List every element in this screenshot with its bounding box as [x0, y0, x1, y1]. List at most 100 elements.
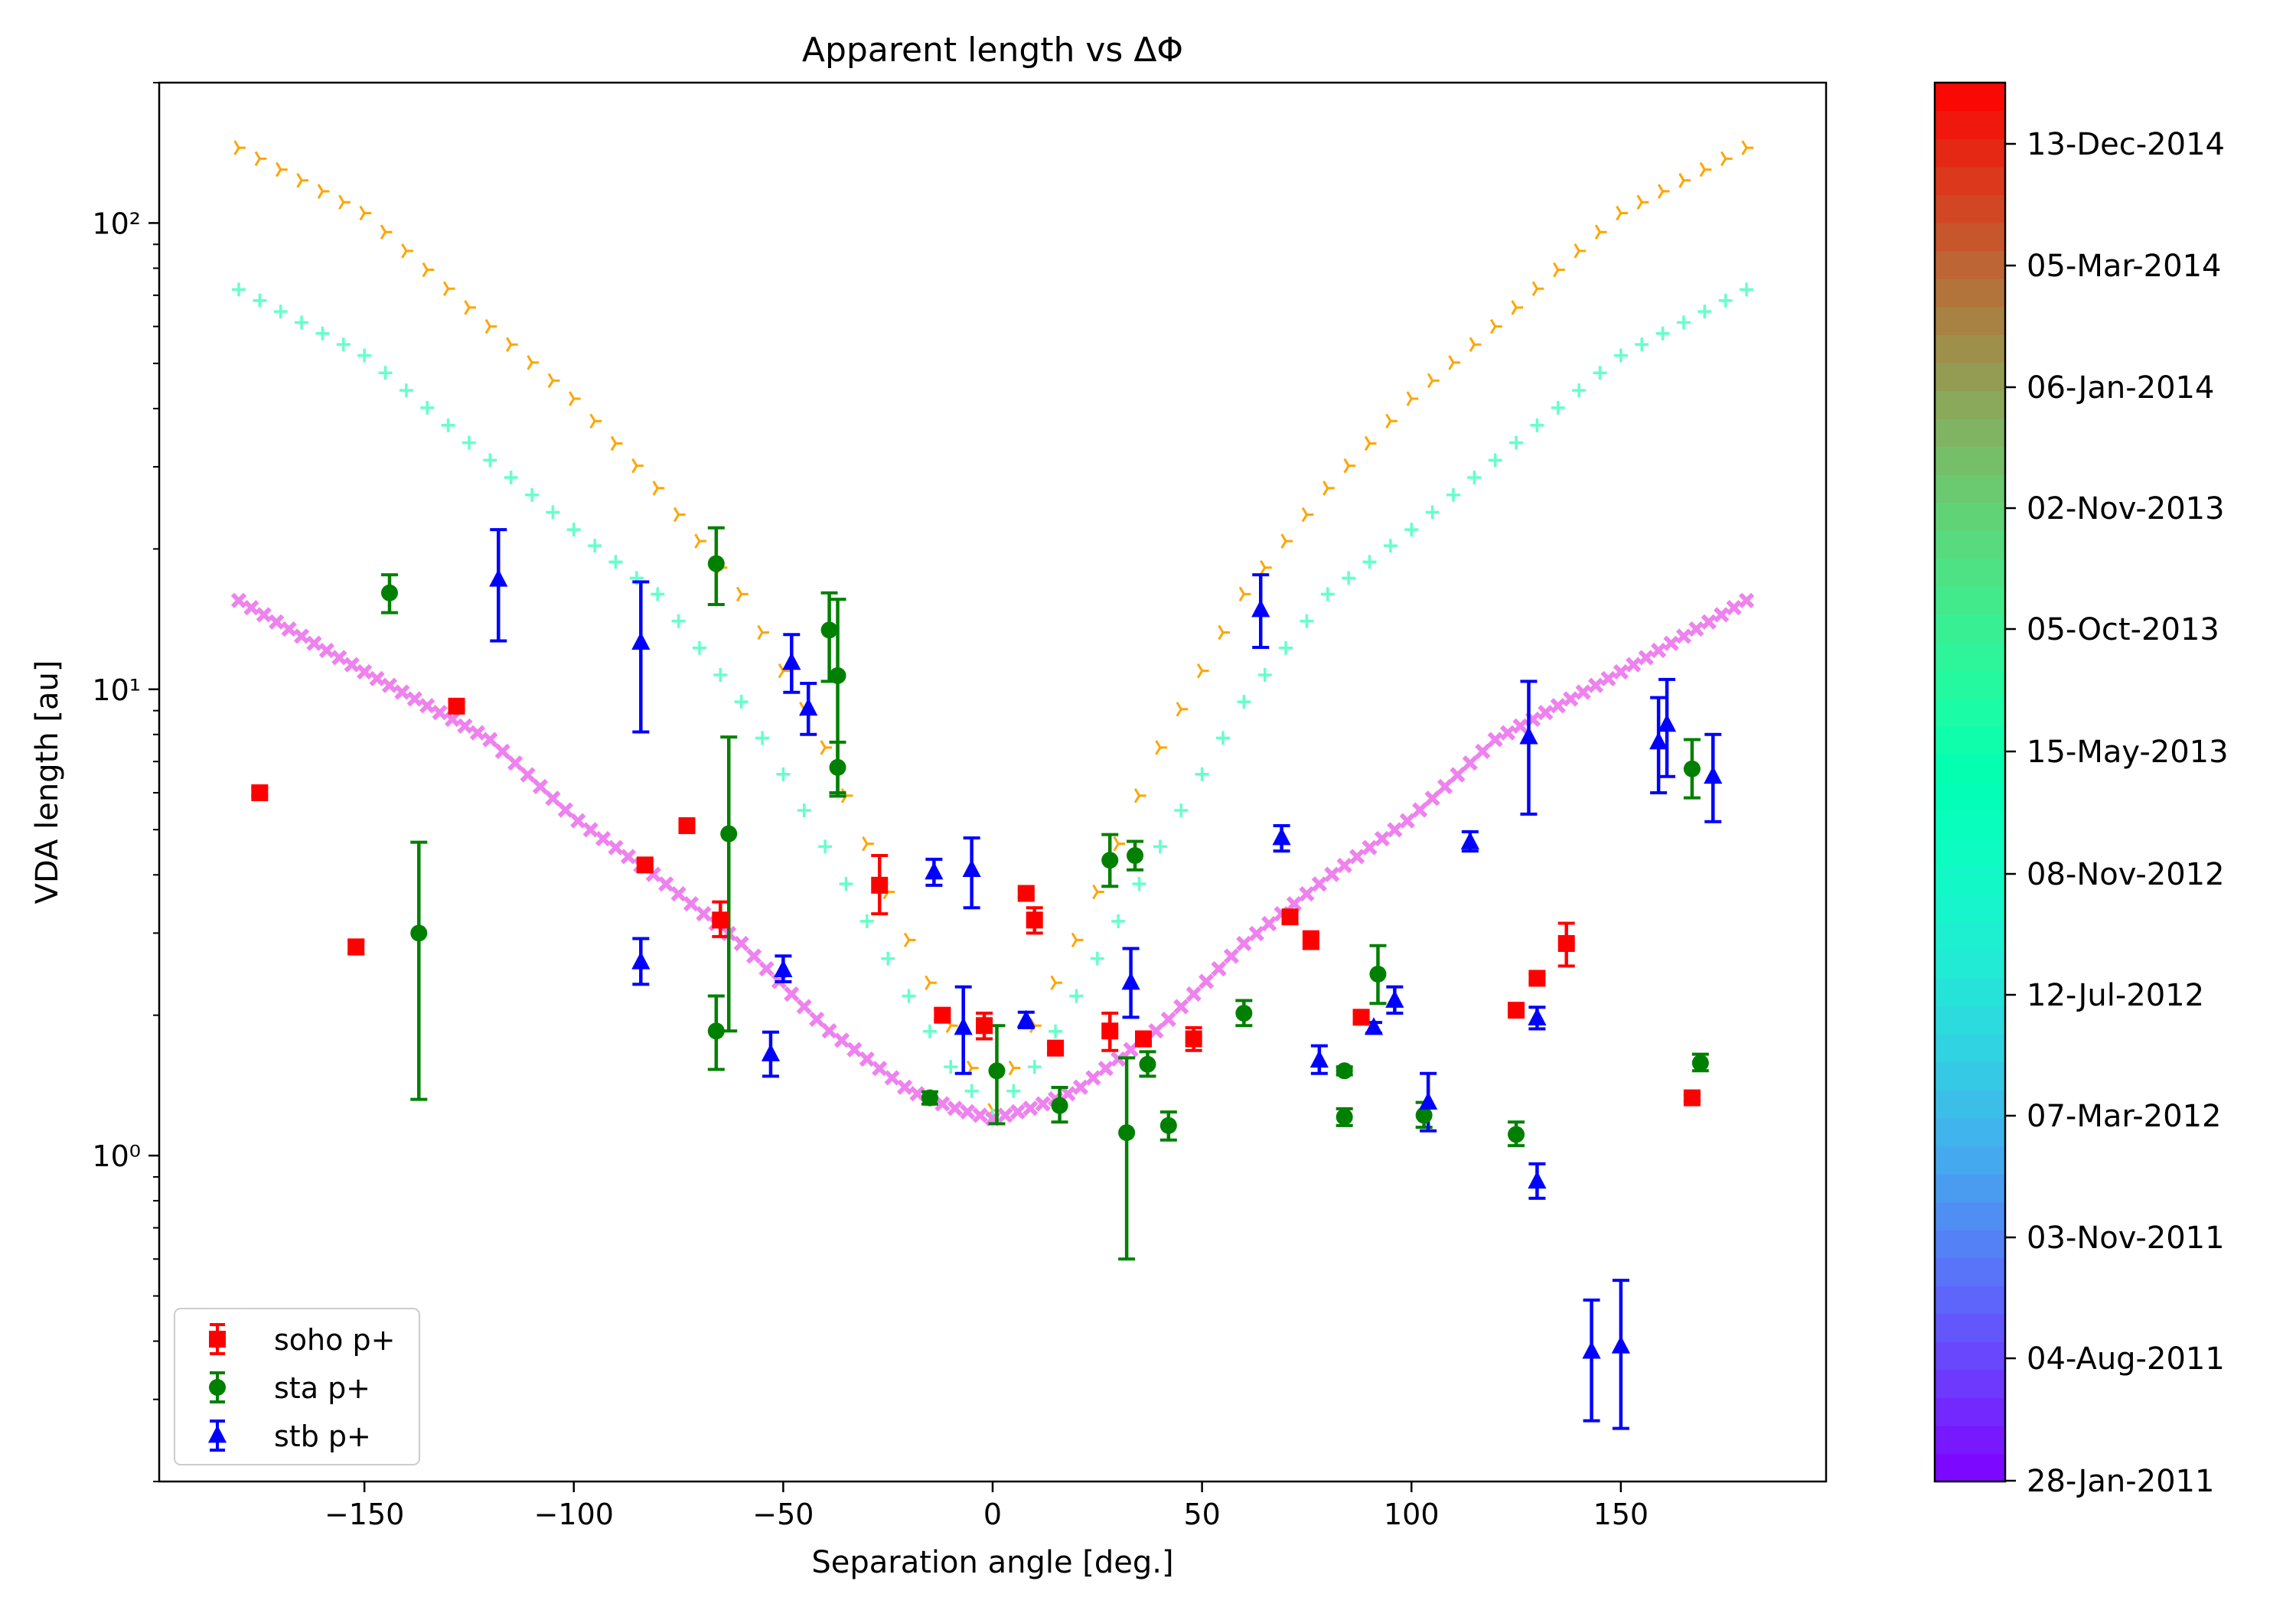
- curve-3-marker: [796, 999, 812, 1015]
- colorbar-segment: [1935, 1369, 2005, 1399]
- series-3-point: [1309, 1049, 1329, 1068]
- colorbar-segment: [1935, 222, 2005, 252]
- series-1-point: [1528, 970, 1546, 987]
- curve-3-marker: [1738, 592, 1755, 608]
- curve-2-marker: [1006, 1084, 1021, 1098]
- colorbar-segment: [1935, 390, 2005, 419]
- curve-2-marker: [1676, 315, 1691, 330]
- curve-3-marker: [1009, 1103, 1026, 1120]
- colorbar-segment: [1935, 83, 2005, 112]
- colorbar-segment: [1935, 362, 2005, 391]
- series-3-point: [761, 1043, 781, 1061]
- curve-3-marker: [972, 1107, 988, 1123]
- series-1-point: [1281, 908, 1299, 926]
- curve-2-marker: [1655, 326, 1670, 341]
- series-1-point: [1683, 1089, 1701, 1107]
- colorbar-tick-label: 13-Dec-2014: [2027, 127, 2225, 162]
- curve-1-marker: [652, 481, 665, 496]
- curve-3-marker: [1387, 822, 1403, 838]
- colorbar-segment: [1935, 446, 2005, 475]
- curve-1-marker: [527, 355, 540, 370]
- colorbar-segment: [1935, 139, 2005, 168]
- curve-2-marker: [776, 767, 791, 781]
- series-3-point: [1611, 1335, 1630, 1354]
- curve-3-marker: [1437, 778, 1453, 794]
- curve-1-marker: [1176, 701, 1189, 717]
- series-3-point: [1649, 732, 1668, 750]
- colorbar-segment: [1935, 166, 2005, 196]
- series-2-point: [1683, 760, 1701, 777]
- curve-2-marker: [713, 667, 728, 682]
- curve-1-marker: [1594, 224, 1607, 240]
- legend-label: sta p+: [274, 1371, 370, 1405]
- curve-1-marker: [380, 224, 393, 240]
- legend-label: stb p+: [274, 1420, 371, 1453]
- colorbar-segment: [1935, 977, 2005, 1007]
- curve-1-marker: [1489, 318, 1502, 334]
- curve-3-marker: [507, 755, 523, 771]
- curve-3-marker: [394, 684, 410, 700]
- colorbar-segment: [1935, 1397, 2005, 1426]
- curve-3-marker: [1412, 802, 1428, 818]
- curve-1-marker: [757, 624, 770, 641]
- colorbar-segment: [1935, 1425, 2005, 1455]
- series-3-point: [1251, 599, 1270, 618]
- curve-3-marker: [1550, 698, 1566, 714]
- curve-2-marker: [1174, 803, 1189, 817]
- series-2-point: [1139, 1055, 1156, 1073]
- curve-2-marker: [1257, 667, 1272, 682]
- curve-3-marker: [1450, 767, 1466, 783]
- curve-2-marker: [1195, 767, 1209, 781]
- curve-3-marker: [269, 614, 285, 630]
- series-3-point: [489, 569, 508, 587]
- curve-1-marker: [1511, 300, 1524, 315]
- curve-3-marker: [1512, 718, 1528, 734]
- colorbar-segment: [1935, 1313, 2005, 1342]
- curve-3-marker: [670, 886, 687, 902]
- curve-1-marker: [1448, 355, 1460, 370]
- curve-3-marker: [1148, 1023, 1164, 1039]
- curve-1-marker: [401, 243, 413, 259]
- curve-3-marker: [1060, 1086, 1076, 1102]
- colorbar-segment: [1935, 1453, 2005, 1482]
- curve-3-marker: [1211, 960, 1227, 977]
- series-2-point: [1127, 847, 1144, 865]
- curve-3-marker: [934, 1096, 951, 1112]
- series-2-point: [1336, 1108, 1353, 1126]
- series-2-point: [1118, 1124, 1136, 1142]
- legend-marker: [209, 1379, 226, 1396]
- curve-1-marker: [1071, 932, 1084, 948]
- curve-3-marker: [1701, 614, 1717, 630]
- curve-2-marker: [797, 803, 811, 817]
- curve-3-marker: [331, 650, 347, 666]
- colorbar-segment: [1935, 278, 2005, 308]
- series-2-point: [720, 825, 738, 843]
- curve-3-marker: [1299, 886, 1315, 902]
- colorbar-tick-label: 02-Nov-2013: [2027, 491, 2225, 526]
- curve-1-marker: [1218, 624, 1230, 641]
- colorbar-tick-label: 05-Mar-2014: [2027, 249, 2221, 284]
- curve-2-marker: [1593, 366, 1607, 380]
- curve-2-marker: [378, 366, 393, 380]
- curve-2-marker: [964, 1084, 979, 1098]
- curve-3-marker: [369, 670, 385, 686]
- series-3-point: [1519, 726, 1538, 745]
- curve-1-marker: [1364, 435, 1377, 451]
- curve-3-marker: [733, 935, 749, 952]
- series-2-point: [921, 1089, 938, 1107]
- series-3-point: [1121, 972, 1140, 990]
- colorbar-segment: [1935, 782, 2005, 811]
- series-1-point: [1017, 885, 1035, 902]
- colorbar-segment: [1935, 894, 2005, 923]
- curve-3-marker: [997, 1107, 1013, 1123]
- legend-marker: [209, 1331, 226, 1348]
- curve-3-marker: [595, 830, 612, 847]
- curve-1-marker: [464, 300, 476, 315]
- curve-2-marker: [1027, 1060, 1042, 1074]
- curve-2-marker: [1362, 555, 1377, 569]
- series-1-point: [1557, 934, 1575, 952]
- curve-3-marker: [306, 635, 322, 651]
- series-2-point: [829, 758, 846, 776]
- colorbar-segment: [1935, 474, 2005, 504]
- curve-2-marker: [1342, 571, 1356, 585]
